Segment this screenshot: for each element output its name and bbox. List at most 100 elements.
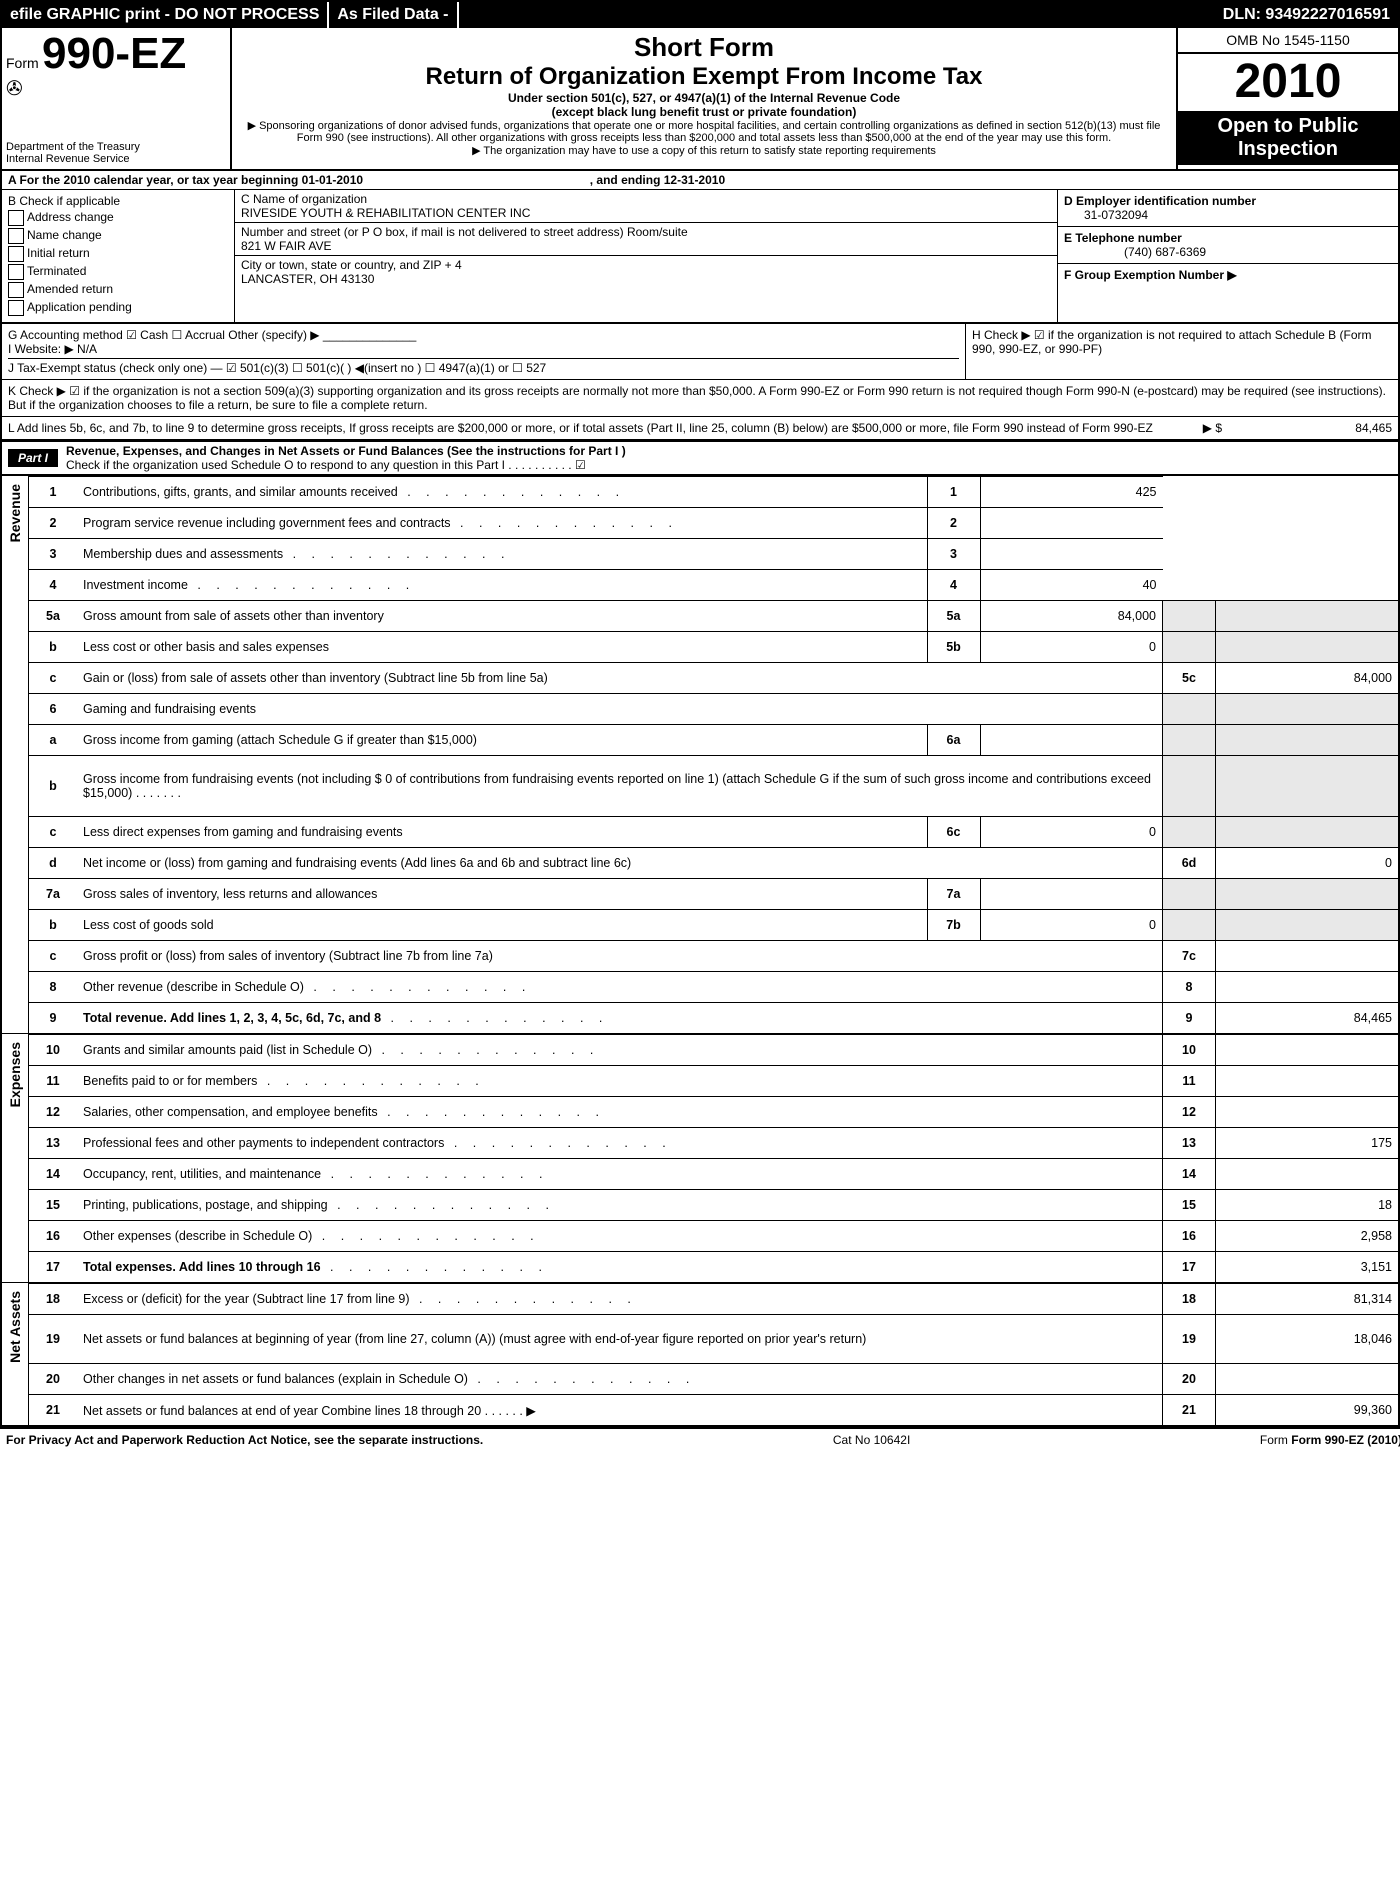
open-label: Open to Public	[1182, 115, 1394, 138]
l5b-mno	[1163, 632, 1216, 663]
l8-no: 8	[29, 972, 77, 1003]
treasury-1: Department of the Treasury	[6, 141, 226, 153]
l7c-desc: Gross profit or (loss) from sales of inv…	[77, 941, 1163, 972]
l7a-sub: 7a	[927, 879, 980, 910]
i-line: I Website: ▶ N/A	[8, 342, 959, 356]
l5a-no: 5a	[29, 601, 77, 632]
chk-pending[interactable]	[8, 300, 24, 316]
under-section: Under section 501(c), 527, or 4947(a)(1)…	[238, 91, 1170, 105]
l-line: L Add lines 5b, 6c, and 7b, to line 9 to…	[2, 417, 1398, 440]
lbl-terminated: Terminated	[27, 264, 86, 278]
g-line: G Accounting method ☑ Cash ☐ Accrual Oth…	[8, 328, 959, 342]
center-header: Short Form Return of Organization Exempt…	[232, 28, 1176, 169]
l7a-val	[1216, 879, 1399, 910]
l6a-sv	[980, 725, 1163, 756]
l4-val: 40	[980, 570, 1163, 601]
l6b-no: b	[29, 756, 77, 817]
l21-desc: Net assets or fund balances at end of ye…	[77, 1395, 1163, 1426]
return-title: Return of Organization Exempt From Incom…	[238, 63, 1170, 91]
l19-no: 19	[29, 1315, 77, 1364]
l21-no: 21	[29, 1395, 77, 1426]
col-b-title: B Check if applicable	[8, 194, 228, 208]
l5b-sv: 0	[980, 632, 1163, 663]
row-a-left: A For the 2010 calendar year, or tax yea…	[8, 173, 363, 187]
l6-no: 6	[29, 694, 77, 725]
h-line: H Check ▶ ☑ if the organization is not r…	[965, 324, 1398, 379]
l1-no: 1	[29, 477, 77, 508]
l21-val: 99,360	[1216, 1395, 1399, 1426]
l10-desc: Grants and similar amounts paid (list in…	[77, 1035, 1163, 1066]
l7b-sub: 7b	[927, 910, 980, 941]
l6d-val: 0	[1216, 848, 1399, 879]
j-line: J Tax-Exempt status (check only one) — ☑…	[8, 358, 959, 375]
l7b-sv: 0	[980, 910, 1163, 941]
l4-no: 4	[29, 570, 77, 601]
l5b-sub: 5b	[927, 632, 980, 663]
l5b-no: b	[29, 632, 77, 663]
l5c-no: c	[29, 663, 77, 694]
l2-mno: 2	[927, 508, 980, 539]
col-b: B Check if applicable Address change Nam…	[2, 190, 235, 322]
l2-desc: Program service revenue including govern…	[77, 508, 927, 539]
l15-val: 18	[1216, 1190, 1399, 1221]
footer: For Privacy Act and Paperwork Reduction …	[0, 1429, 1400, 1451]
l-val: 84,465	[1222, 421, 1392, 435]
l11-no: 11	[29, 1066, 77, 1097]
chk-terminated[interactable]	[8, 264, 24, 280]
chk-amended[interactable]	[8, 282, 24, 298]
e-label: E Telephone number	[1064, 231, 1182, 245]
l6-desc: Gaming and fundraising events	[77, 694, 1163, 725]
k-line: K Check ▶ ☑ if the organization is not a…	[2, 380, 1398, 417]
l5c-desc: Gain or (loss) from sale of assets other…	[77, 663, 1163, 694]
l15-no: 15	[29, 1190, 77, 1221]
treasury-2: Internal Revenue Service	[6, 153, 226, 165]
l16-val: 2,958	[1216, 1221, 1399, 1252]
street-label: Number and street (or P O box, if mail i…	[241, 225, 1051, 239]
l7b-desc: Less cost of goods sold	[77, 910, 927, 941]
l3-mno: 3	[927, 539, 980, 570]
lbl-name: Name change	[27, 228, 102, 242]
l19-desc: Net assets or fund balances at beginning…	[77, 1315, 1163, 1364]
l9-mno: 9	[1163, 1003, 1216, 1034]
l6c-mno	[1163, 817, 1216, 848]
chk-name[interactable]	[8, 228, 24, 244]
d-label: D Employer identification number	[1064, 194, 1256, 208]
footer-center: Cat No 10642I	[833, 1433, 910, 1447]
chk-initial[interactable]	[8, 246, 24, 262]
identity-block: B Check if applicable Address change Nam…	[2, 190, 1398, 324]
l12-desc: Salaries, other compensation, and employ…	[77, 1097, 1163, 1128]
l9-val: 84,465	[1216, 1003, 1399, 1034]
revenue-section: Revenue 1Contributions, gifts, grants, a…	[2, 475, 1398, 1033]
l-text: L Add lines 5b, 6c, and 7b, to line 9 to…	[8, 421, 1162, 435]
l-arrow: ▶ $	[1162, 421, 1222, 435]
lbl-pending: Application pending	[27, 300, 132, 314]
netassets-section: Net Assets 18Excess or (deficit) for the…	[2, 1282, 1398, 1427]
chk-address[interactable]	[8, 210, 24, 226]
l14-val	[1216, 1159, 1399, 1190]
l6d-no: d	[29, 848, 77, 879]
l7b-no: b	[29, 910, 77, 941]
short-form-title: Short Form	[238, 32, 1170, 63]
tax-year: 2010	[1178, 54, 1398, 111]
inspection-label: Inspection	[1182, 138, 1394, 161]
l3-val	[980, 539, 1163, 570]
l13-mno: 13	[1163, 1128, 1216, 1159]
org-name: RIVESIDE YOUTH & REHABILITATION CENTER I…	[241, 206, 1051, 220]
part1-check: Check if the organization used Schedule …	[66, 458, 586, 472]
l6c-sub: 6c	[927, 817, 980, 848]
l16-no: 16	[29, 1221, 77, 1252]
row-a-right: , and ending 12-31-2010	[590, 173, 725, 187]
netassets-label: Net Assets	[7, 1283, 23, 1371]
l20-no: 20	[29, 1364, 77, 1395]
mid-gih-j: G Accounting method ☑ Cash ☐ Accrual Oth…	[2, 324, 1398, 380]
l18-no: 18	[29, 1284, 77, 1315]
l3-desc: Membership dues and assessments	[77, 539, 927, 570]
l14-no: 14	[29, 1159, 77, 1190]
l8-val	[1216, 972, 1399, 1003]
l17-val: 3,151	[1216, 1252, 1399, 1283]
l9-no: 9	[29, 1003, 77, 1034]
l19-val: 18,046	[1216, 1315, 1399, 1364]
l5a-mno	[1163, 601, 1216, 632]
l11-mno: 11	[1163, 1066, 1216, 1097]
l5a-val	[1216, 601, 1399, 632]
